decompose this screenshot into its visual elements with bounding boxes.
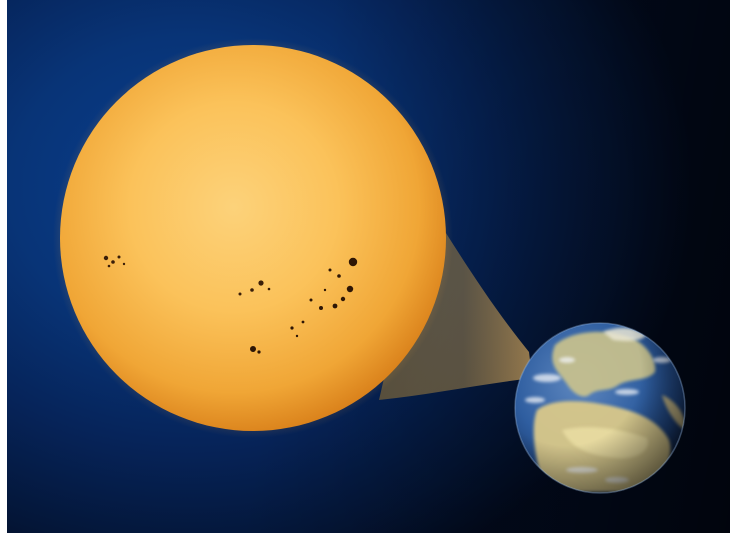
sun [53, 38, 453, 438]
sunspot-group [103, 255, 126, 268]
sunspot-group [238, 280, 271, 296]
earth [514, 322, 686, 494]
sun-earth-illustration [53, 38, 686, 494]
sunspot-group [250, 346, 261, 354]
space-background [7, 0, 730, 533]
left-margin [0, 0, 7, 533]
sunspot-group [290, 257, 358, 338]
